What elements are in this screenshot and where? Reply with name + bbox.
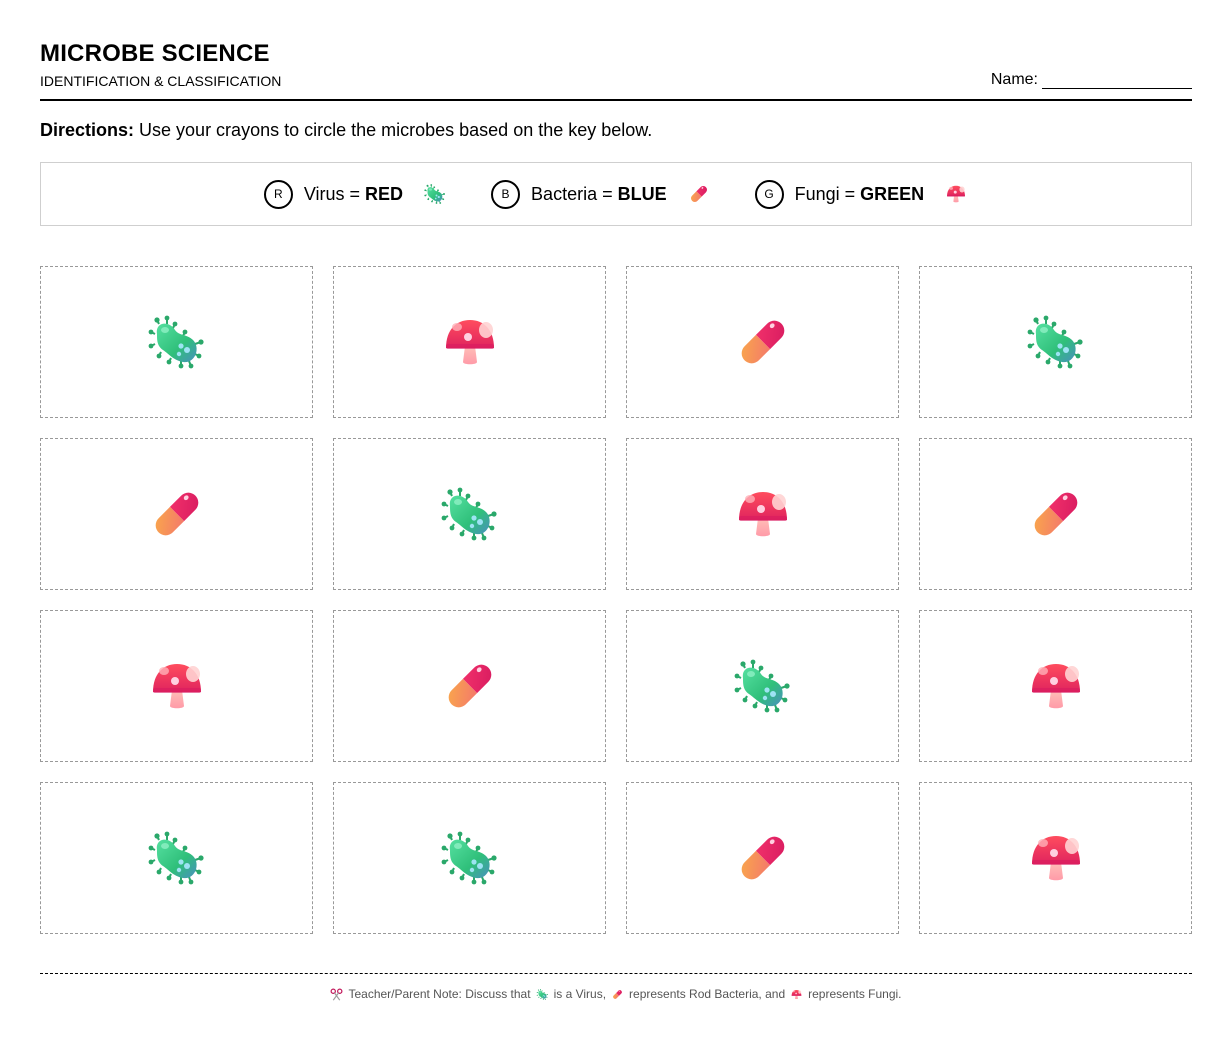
key-label: Virus = RED <box>304 184 403 205</box>
virus-icon <box>438 482 502 546</box>
fungi-icon <box>438 310 502 374</box>
virus-icon <box>438 826 502 890</box>
key-item-fungi: G Fungi = GREEN <box>754 179 969 209</box>
microbe-cell[interactable] <box>626 266 899 418</box>
name-label: Name: <box>990 71 1038 88</box>
directions-text: Use your crayons to circle the microbes … <box>134 120 653 140</box>
footer-divider <box>40 973 1192 974</box>
microbe-cell[interactable] <box>626 782 899 934</box>
virus-icon <box>1024 310 1088 374</box>
key-color-word: RED <box>365 183 404 204</box>
virus-icon <box>731 654 795 718</box>
key-letter-circle: G <box>754 179 784 209</box>
key-color-word: BLUE <box>617 183 667 204</box>
microbe-cell[interactable] <box>626 438 899 590</box>
bacteria-icon <box>731 310 795 374</box>
microbe-cell[interactable] <box>626 610 899 762</box>
virus-icon <box>536 988 549 1001</box>
note-text-4: represents Fungi. <box>808 987 902 1001</box>
microbe-cell[interactable] <box>333 610 606 762</box>
microbe-cell[interactable] <box>333 438 606 590</box>
key-letter-circle: B <box>491 179 521 209</box>
page-subtitle: IDENTIFICATION & CLASSIFICATION <box>40 73 282 89</box>
key-color-word: GREEN <box>860 183 925 204</box>
directions: Directions: Use your crayons to circle t… <box>40 120 652 141</box>
microbe-grid <box>40 266 1192 934</box>
microbe-cell[interactable] <box>40 438 313 590</box>
key-label: Fungi = GREEN <box>795 184 925 205</box>
note-text-2: is a Virus, <box>553 987 607 1001</box>
bacteria-icon <box>438 654 502 718</box>
teacher-note: Teacher/Parent Note: Discuss that is a V… <box>40 987 1192 1001</box>
key-name: Bacteria = <box>531 183 618 204</box>
name-write-line <box>1042 75 1192 89</box>
fungi-icon <box>1024 654 1088 718</box>
microbe-cell[interactable] <box>333 782 606 934</box>
microbe-cell[interactable] <box>919 266 1192 418</box>
worksheet-page: MICROBE SCIENCE IDENTIFICATION & CLASSIF… <box>40 0 1192 1001</box>
fungi-icon <box>1024 826 1088 890</box>
fungi-icon <box>145 654 209 718</box>
fungi-icon <box>731 482 795 546</box>
virus-icon <box>423 182 447 206</box>
scissors-icon <box>330 988 343 1001</box>
microbe-cell[interactable] <box>40 266 313 418</box>
color-key: R Virus = RED B Bacteria = BLUE G Fungi … <box>40 162 1192 226</box>
fungi-icon <box>790 988 803 1001</box>
note-text-3: represents Rod Bacteria, and <box>629 987 786 1001</box>
virus-icon <box>145 310 209 374</box>
bacteria-icon <box>731 826 795 890</box>
fungi-icon <box>944 182 968 206</box>
bacteria-icon <box>1024 482 1088 546</box>
bacteria-icon <box>687 182 711 206</box>
key-item-virus: R Virus = RED <box>263 179 447 209</box>
worksheet-header: MICROBE SCIENCE IDENTIFICATION & CLASSIF… <box>40 0 1192 101</box>
key-name: Virus = <box>303 183 366 204</box>
key-label: Bacteria = BLUE <box>531 184 667 205</box>
microbe-cell[interactable] <box>919 610 1192 762</box>
directions-label: Directions: <box>40 120 135 140</box>
virus-icon <box>145 826 209 890</box>
microbe-cell[interactable] <box>40 610 313 762</box>
microbe-cell[interactable] <box>919 782 1192 934</box>
microbe-cell[interactable] <box>919 438 1192 590</box>
name-field: Name: <box>991 71 1192 89</box>
key-item-bacteria: B Bacteria = BLUE <box>491 179 711 209</box>
key-letter-circle: R <box>263 179 293 209</box>
bacteria-icon <box>145 482 209 546</box>
note-text-1: Teacher/Parent Note: Discuss that <box>348 987 531 1001</box>
microbe-cell[interactable] <box>40 782 313 934</box>
key-name: Fungi = <box>794 183 861 204</box>
bacteria-icon <box>611 988 624 1001</box>
page-title: MICROBE SCIENCE <box>40 40 270 67</box>
microbe-cell[interactable] <box>333 266 606 418</box>
